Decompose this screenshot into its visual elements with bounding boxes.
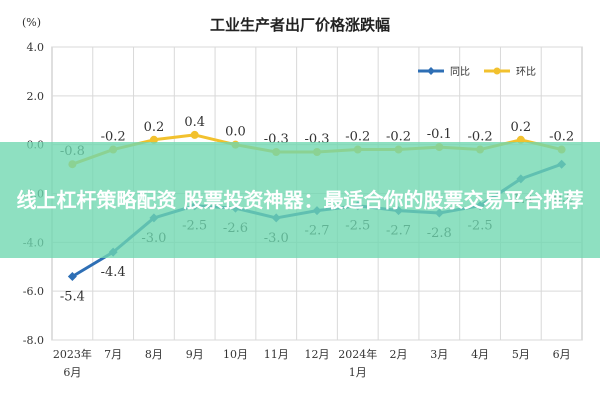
- x-tick-label: 10月: [223, 348, 248, 361]
- x-tick-label: 2月: [390, 348, 408, 361]
- data-label: -4.4: [101, 265, 126, 280]
- overlay-banner-text: 线上杠杆策略配资 股票投资神器：最适合你的股票交易平台推荐: [16, 188, 584, 212]
- data-point-yoy: [67, 272, 77, 282]
- data-label: -0.2: [386, 130, 411, 145]
- data-label: -0.1: [427, 127, 452, 142]
- legend-label: 同比: [450, 66, 470, 78]
- x-tick-label: 11月: [264, 348, 289, 361]
- data-label: 0.4: [184, 115, 205, 130]
- y-unit-label: (%): [22, 16, 41, 29]
- x-tick-label: 12月: [305, 348, 330, 361]
- x-tick-label: 7月: [104, 348, 122, 361]
- data-label: -0.2: [468, 130, 493, 145]
- legend: 同比 环比: [418, 66, 536, 78]
- data-label: -0.2: [549, 130, 574, 145]
- data-label: 0.2: [144, 120, 165, 135]
- data-label: -5.4: [60, 290, 85, 305]
- x-tick-label: 5月: [512, 348, 530, 361]
- legend-marker: [493, 67, 501, 75]
- x-tick-label: 4月: [471, 348, 489, 361]
- y-tick-label: 4.0: [27, 41, 45, 54]
- x-axis-ticks: 2023年 6月 7月 8月 9月 10月 11月 12月 2024年 1月 2月 3月 4月 5月 6月: [53, 347, 571, 379]
- data-label: -0.2: [345, 130, 370, 145]
- data-label: -0.2: [101, 130, 126, 145]
- data-point-mom: [190, 130, 199, 139]
- x-tick-label: 9月: [186, 348, 204, 361]
- overlay-banner[interactable]: 线上杠杆策略配资 股票投资神器：最适合你的股票交易平台推荐: [0, 142, 600, 258]
- data-label: 0.0: [225, 125, 246, 140]
- x-tick-label: 3月: [430, 348, 448, 361]
- y-tick-label: -6.0: [23, 285, 44, 298]
- grid-lines: [51, 46, 583, 341]
- data-point-mom: [149, 135, 158, 144]
- legend-label: 环比: [516, 66, 536, 78]
- x-tick-label: 2023年 6月: [53, 347, 92, 379]
- x-tick-label: 8月: [145, 348, 163, 361]
- data-label: 0.2: [511, 120, 532, 135]
- legend-marker: [427, 67, 435, 75]
- x-tick-label: 2024年 1月: [338, 347, 377, 379]
- x-tick-label: 6月: [553, 348, 571, 361]
- data-point-mom: [516, 135, 525, 144]
- y-tick-label: 2.0: [27, 90, 45, 103]
- chart-title: 工业生产者出厂价格涨跌幅: [210, 16, 390, 34]
- y-tick-label: -8.0: [23, 334, 44, 347]
